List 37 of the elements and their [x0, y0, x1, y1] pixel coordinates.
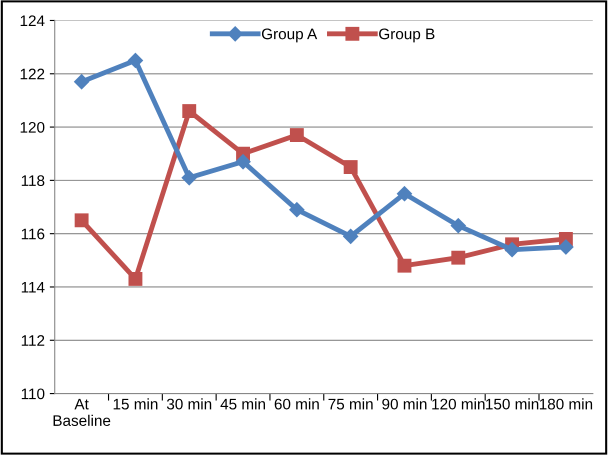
point [74, 213, 89, 228]
y-tick-label: 122 [20, 68, 44, 80]
point [343, 228, 358, 244]
x-tick-label: 30 min [166, 398, 212, 410]
x-tick-label: 75 min [328, 398, 373, 410]
point [344, 160, 358, 174]
x-tick-label: 150 min [486, 398, 538, 410]
x-tick-label: 120 min [432, 398, 484, 410]
y-tick-label: 114 [22, 282, 45, 293]
y-tick-label: 112 [22, 335, 44, 346]
point [558, 239, 574, 255]
legend-label: Group B [379, 28, 434, 42]
point [398, 258, 412, 273]
y-tick-label: 124 [20, 15, 45, 26]
point [235, 154, 251, 170]
legend-label: Group A [262, 28, 318, 42]
y-tick-label: 118 [22, 175, 44, 186]
point [182, 104, 196, 118]
x-tick-label: 45 min [220, 398, 265, 410]
point [128, 272, 142, 286]
x-tick-label: 15 min [114, 398, 158, 410]
x-tick-label: At Baseline [54, 398, 110, 426]
x-tick-label: 90 min [382, 398, 426, 410]
point [128, 52, 143, 68]
point [504, 242, 520, 258]
point [182, 170, 197, 186]
x-tick-label: 180 min [540, 398, 592, 410]
point [451, 250, 466, 265]
y-tick-label: 116 [22, 228, 44, 240]
x-tick-label: 60 min [274, 398, 319, 410]
point [396, 186, 412, 202]
y-tick-label: 110 [22, 388, 44, 400]
y-tick-label: 120 [20, 122, 44, 133]
point [290, 128, 304, 142]
point [450, 218, 466, 234]
point [74, 74, 90, 90]
point [289, 202, 304, 218]
